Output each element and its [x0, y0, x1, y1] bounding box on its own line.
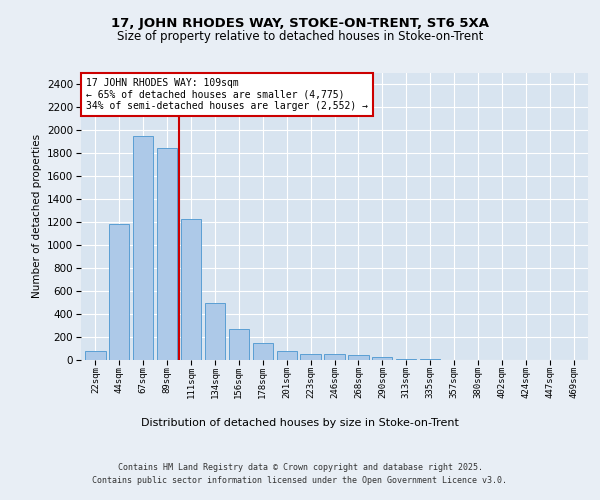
Bar [205, 302, 225, 360]
Text: Contains public sector information licensed under the Open Government Licence v3: Contains public sector information licen… [92, 476, 508, 485]
Text: 17 JOHN RHODES WAY: 109sqm
← 65% of detached houses are smaller (4,775)
34% of s: 17 JOHN RHODES WAY: 109sqm ← 65% of deta… [86, 78, 368, 112]
Bar [157, 148, 177, 360]
Text: Size of property relative to detached houses in Stoke-on-Trent: Size of property relative to detached ho… [117, 30, 483, 43]
Bar [301, 354, 321, 360]
Bar [348, 355, 368, 360]
Bar [325, 354, 344, 360]
Bar [181, 218, 201, 360]
Bar [133, 136, 154, 360]
Text: Distribution of detached houses by size in Stoke-on-Trent: Distribution of detached houses by size … [141, 418, 459, 428]
Bar [396, 359, 416, 360]
Bar [229, 329, 249, 360]
Bar [253, 343, 273, 360]
Bar [85, 352, 106, 360]
Bar [277, 351, 297, 360]
Y-axis label: Number of detached properties: Number of detached properties [32, 134, 41, 298]
Bar [372, 356, 392, 360]
Text: Contains HM Land Registry data © Crown copyright and database right 2025.: Contains HM Land Registry data © Crown c… [118, 464, 482, 472]
Bar [109, 224, 130, 360]
Text: 17, JOHN RHODES WAY, STOKE-ON-TRENT, ST6 5XA: 17, JOHN RHODES WAY, STOKE-ON-TRENT, ST6… [111, 18, 489, 30]
